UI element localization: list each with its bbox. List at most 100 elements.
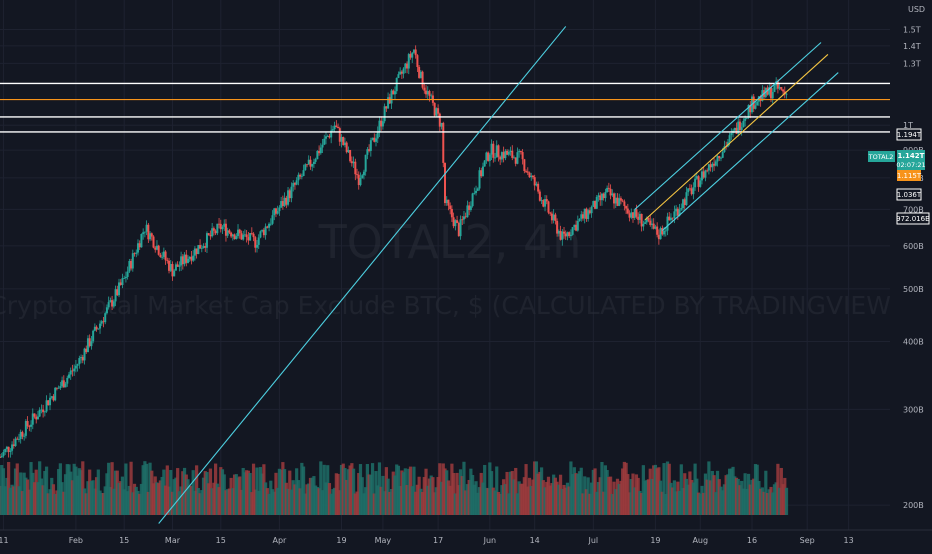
candle-body — [28, 426, 31, 428]
candle-body — [343, 142, 346, 146]
candle-body — [66, 377, 69, 384]
volume-bar — [105, 473, 109, 515]
volume-bar — [115, 470, 119, 515]
volume-bar — [493, 490, 497, 515]
volume-bar — [572, 467, 576, 515]
candle-body — [264, 226, 267, 236]
volume-bar — [350, 463, 354, 515]
candle-body — [342, 136, 345, 146]
candle-body — [757, 96, 760, 102]
candle-body — [383, 106, 386, 122]
volume-bar — [58, 463, 62, 515]
candle-body — [154, 247, 157, 250]
volume-bar — [614, 489, 618, 515]
candle-body — [369, 140, 372, 151]
price-tag-b: 1.115T — [897, 170, 922, 181]
candle-body — [285, 197, 288, 205]
volume-bar — [120, 476, 125, 515]
candle-body — [300, 176, 303, 177]
candle-body — [381, 121, 384, 127]
volume-bar — [362, 493, 366, 515]
volume-bar — [13, 468, 18, 515]
candle-body — [400, 71, 403, 74]
volume-bar — [619, 480, 623, 515]
candle-body — [74, 365, 77, 369]
candle-body — [690, 188, 693, 195]
candle-body — [245, 234, 248, 238]
volume-bar — [745, 488, 749, 515]
volume-bar — [709, 480, 713, 515]
candle-body — [521, 152, 524, 160]
volume-bar — [743, 473, 747, 515]
candle-body — [330, 130, 333, 138]
candle-body — [333, 125, 336, 130]
candle-body — [600, 193, 603, 201]
volume-bar — [650, 478, 654, 515]
volume-bar — [489, 471, 494, 515]
candle-body — [31, 413, 34, 425]
candle-body — [502, 152, 505, 159]
volume-bar — [705, 479, 709, 515]
volume-bar — [608, 476, 613, 515]
candle-body — [657, 234, 660, 240]
volume-bar — [277, 468, 282, 515]
volume-bar — [284, 482, 288, 515]
candle-body — [656, 226, 659, 235]
candle-body — [706, 170, 709, 172]
candle-body — [67, 374, 70, 378]
volume-bar — [412, 466, 416, 515]
candle-body — [155, 245, 158, 250]
volume-bar — [62, 491, 66, 515]
volume-bar — [389, 489, 394, 515]
x-tick-label: 19 — [650, 536, 660, 545]
candle-body — [509, 150, 512, 153]
candle-body — [347, 150, 350, 153]
candle-body — [16, 438, 19, 440]
candle-body — [36, 416, 39, 420]
trendlines[interactable] — [158, 26, 839, 524]
candle-body — [578, 218, 581, 221]
candle-body — [730, 133, 733, 136]
candle-body — [633, 209, 636, 218]
volume-bar — [552, 474, 556, 515]
volume-bar — [148, 462, 152, 515]
candle-body — [19, 431, 22, 440]
candle-body — [623, 201, 626, 207]
volume-bar — [760, 487, 764, 515]
volume-bar — [195, 465, 199, 515]
candle-body — [785, 93, 788, 95]
candle-body — [197, 245, 200, 255]
candle-body — [507, 152, 510, 155]
volume-bar — [736, 478, 740, 515]
candle-body — [581, 214, 584, 219]
volume-bar — [81, 461, 85, 515]
candle-body — [100, 321, 103, 324]
candle-body — [544, 199, 547, 207]
candle-body — [178, 265, 181, 267]
time-axis[interactable]: 11 Feb 15 Mar 15 Apr 19 May 17 Jun 14 Jul 19 Aug 16 Sep… — [0, 529, 932, 545]
candle-body — [238, 229, 241, 234]
volume-bar — [581, 493, 585, 515]
volume-bar — [557, 484, 561, 515]
volume-bar — [336, 473, 340, 515]
candle-body — [638, 213, 641, 220]
volume-bar — [422, 477, 426, 515]
candle-body — [749, 104, 752, 113]
volume-bar — [672, 480, 676, 515]
volume-bar — [100, 492, 104, 515]
x-tick-label: 15 — [216, 536, 226, 545]
volume-bar — [464, 490, 468, 515]
candle-body — [257, 237, 260, 245]
volume-bar — [502, 479, 506, 515]
candle-body — [55, 387, 58, 389]
volume-bar — [264, 482, 268, 515]
volume-bar — [498, 493, 502, 515]
volume-bar — [89, 480, 94, 515]
candle-body — [635, 209, 638, 217]
candle-body — [409, 54, 412, 58]
volume-bar — [201, 477, 206, 515]
volume-bar — [700, 485, 704, 515]
volume-bar — [586, 477, 590, 515]
